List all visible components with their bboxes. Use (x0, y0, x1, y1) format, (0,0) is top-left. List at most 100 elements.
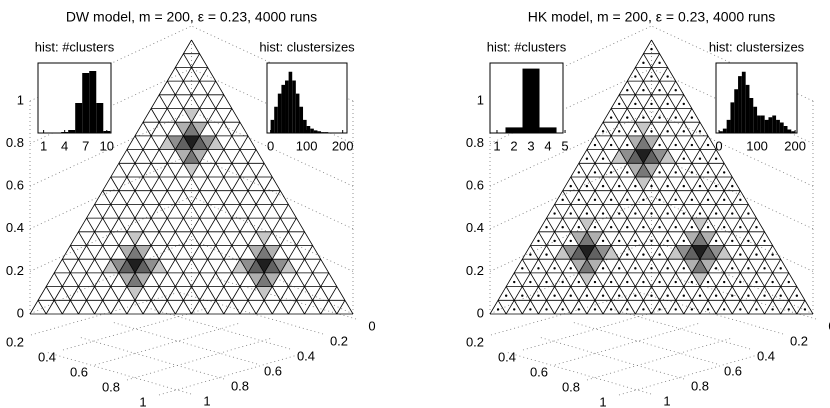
z-tick-label: 0.8 (691, 378, 709, 393)
cell (248, 245, 265, 260)
cell-dot (634, 130, 637, 133)
cell (716, 245, 733, 260)
grid-line (94, 204, 160, 315)
cell (199, 135, 216, 150)
cell-dot (577, 198, 581, 202)
cell-dot (642, 89, 645, 92)
bar (741, 71, 746, 133)
grid-line (61, 258, 95, 315)
grid-line (37, 300, 47, 315)
cell (675, 245, 692, 260)
cell (183, 149, 200, 164)
grid-line (177, 291, 324, 335)
cell-dot (585, 157, 589, 160)
cell-dot (731, 294, 734, 297)
grid-line (505, 286, 523, 315)
cell-dot (529, 280, 532, 284)
y-tick-label: 0.8 (6, 135, 24, 150)
cell (126, 286, 144, 301)
cell-dot (706, 143, 710, 147)
grid-line (505, 53, 660, 315)
cell-dot (658, 89, 661, 92)
cell-dot (731, 239, 734, 243)
grid-line (699, 217, 757, 315)
grid-line (651, 153, 814, 230)
x-tick-label: 0.4 (38, 349, 56, 364)
cell (118, 259, 135, 273)
cell-dot (731, 184, 734, 188)
cell-dot (569, 212, 572, 215)
cell (635, 135, 652, 150)
cell-dot (722, 308, 726, 311)
cell-dot (634, 294, 637, 297)
cell (126, 272, 144, 287)
x-tick-label: 0.8 (102, 379, 120, 394)
cell-dot (650, 239, 653, 243)
z-tick-label: 1 (203, 393, 210, 408)
cell (683, 259, 700, 273)
cell-dot (593, 198, 597, 202)
inset-tick-label: 7 (82, 138, 89, 153)
cell-dot (496, 308, 500, 311)
bar (745, 84, 750, 133)
bar (295, 93, 300, 133)
cell-dot (545, 253, 548, 256)
cell-dot (666, 130, 669, 133)
bar (96, 103, 104, 133)
cell-dot (561, 280, 564, 284)
inset-tick-label: 0 (715, 138, 722, 153)
y-tick-label: 1 (477, 92, 484, 107)
grid-line (191, 110, 354, 187)
grid-line (570, 108, 693, 315)
grid-line (78, 336, 225, 380)
cell-dot (658, 308, 661, 311)
grid-line (602, 135, 709, 315)
cell-dot (779, 294, 782, 297)
bar (772, 115, 777, 133)
cell (264, 245, 281, 260)
cell-dot (529, 308, 532, 311)
cell (635, 177, 652, 191)
cell (143, 259, 160, 273)
cell (562, 245, 579, 260)
cell-dot (658, 61, 661, 65)
cell-dot (658, 198, 661, 202)
grid-line (594, 135, 701, 315)
cell-dot (706, 280, 710, 284)
cell-dot (666, 212, 669, 215)
bar (82, 73, 90, 133)
cell (264, 259, 281, 273)
grid-line (86, 217, 144, 315)
cell-dot (593, 143, 597, 147)
grid-line (191, 238, 354, 315)
cell (699, 245, 717, 260)
grid-line (489, 238, 652, 315)
grid-line (643, 53, 798, 315)
cell (578, 245, 595, 260)
cell-dot (634, 75, 637, 78)
cell (570, 259, 587, 273)
grid-line (29, 110, 192, 187)
cell (102, 259, 119, 273)
cell-dot (698, 157, 702, 160)
cell-dot (779, 267, 782, 270)
grid-line (191, 25, 354, 102)
cell-dot (577, 171, 581, 174)
cell (635, 163, 652, 177)
cell-dot (553, 267, 556, 270)
cell-dot (601, 239, 605, 243)
cell (651, 149, 668, 164)
grid-line (562, 190, 636, 315)
cell-dot (682, 130, 685, 133)
cell (570, 245, 587, 260)
y-tick-label: 0 (17, 305, 24, 320)
grid-line (150, 108, 273, 315)
grid-line (489, 25, 652, 102)
grid-line (538, 231, 588, 315)
chart-title: HK model, m = 200, ε = 0.23, 4000 runs (528, 9, 776, 25)
cell-dot (577, 308, 581, 311)
cell (183, 108, 200, 123)
cell (134, 245, 152, 260)
cell-dot (658, 143, 661, 147)
